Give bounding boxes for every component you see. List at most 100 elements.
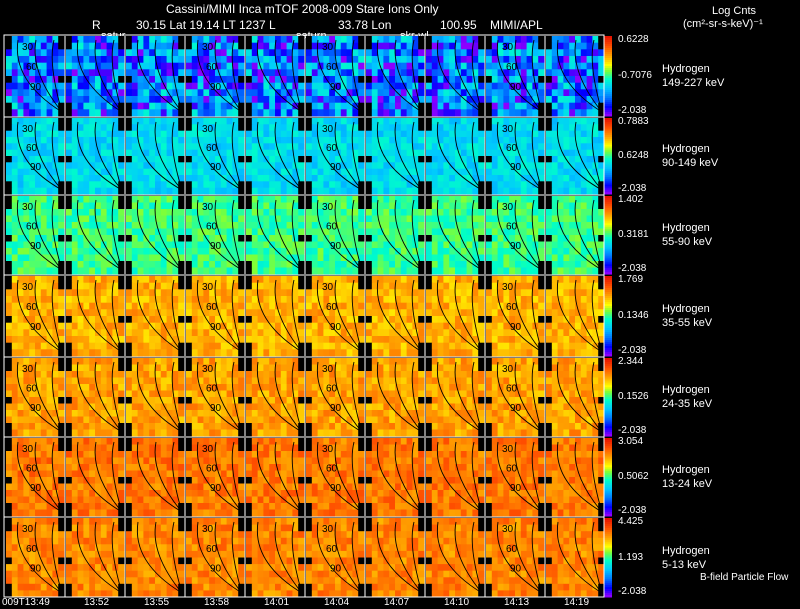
heatmap-cell: [215, 168, 222, 176]
heatmap-cell: [426, 215, 433, 223]
heatmap-cell: [486, 322, 493, 330]
heatmap-cell: [546, 42, 553, 50]
heatmap-cell: [406, 82, 413, 90]
heatmap-cell: [209, 76, 216, 84]
heatmap-cell: [172, 69, 179, 77]
heatmap-cell: [232, 168, 239, 176]
contour-line: [556, 39, 603, 113]
heatmap-cell: [317, 228, 324, 236]
heatmap-cell: [58, 222, 65, 229]
heatmap-cell: [178, 302, 185, 310]
heatmap-cell: [298, 69, 305, 77]
heatmap-cell: [406, 276, 413, 284]
heatmap-cell: [598, 62, 605, 70]
heatmap-cell: [137, 267, 144, 275]
heatmap-cell: [83, 202, 90, 210]
heatmap-cell: [172, 282, 179, 290]
colorbar-segment: [604, 94, 612, 97]
heatmap-cell: [317, 69, 324, 77]
heatmap-cell: [66, 202, 73, 210]
heatmap-cell: [371, 228, 378, 236]
heatmap-cell: [275, 49, 282, 57]
heatmap-cell: [383, 175, 390, 182]
heatmap-cell: [486, 228, 493, 236]
heatmap-cell: [155, 209, 162, 216]
heatmap-cell: [58, 82, 65, 90]
heatmap-cell: [191, 109, 198, 117]
heatmap-cell: [346, 69, 353, 77]
heatmap-cell: [292, 228, 299, 236]
heatmap-cell: [497, 149, 504, 157]
heatmap-cell: [112, 181, 119, 188]
heatmap-cell: [46, 137, 53, 144]
heatmap-cell: [551, 175, 558, 182]
heatmap-cell: [538, 49, 545, 57]
heatmap-cell: [89, 282, 96, 290]
heatmap-cell: [275, 209, 282, 216]
heatmap-cell: [71, 267, 78, 275]
heatmap-cell: [40, 69, 47, 77]
heatmap-cell: [406, 289, 413, 297]
heatmap-cell: [346, 89, 353, 97]
heatmap-cell: [335, 109, 342, 117]
heatmap-cell: [100, 149, 107, 157]
heatmap-cell: [280, 276, 287, 284]
heatmap-cell: [575, 124, 582, 131]
heatmap-cell: [143, 282, 150, 290]
heatmap-cell: [232, 56, 239, 64]
heatmap-cell: [412, 130, 419, 138]
contour-line: [556, 121, 603, 191]
heatmap-cell: [66, 175, 73, 182]
heatmap-cell: [538, 282, 545, 290]
heatmap-cell: [580, 76, 587, 84]
heatmap-cell: [100, 76, 107, 84]
heatmap-cell: [77, 336, 84, 344]
heatmap-cell: [509, 36, 516, 44]
heatmap-cell: [437, 143, 444, 150]
heatmap-cell: [46, 76, 53, 84]
heatmap-cell: [23, 282, 30, 290]
heatmap-cell: [209, 329, 216, 337]
heatmap-cell: [71, 336, 78, 344]
heatmap-cell: [95, 196, 102, 203]
heatmap-cell: [172, 156, 179, 163]
heatmap-cell: [418, 124, 425, 131]
heatmap-cell: [306, 36, 313, 44]
heatmap-cell: [323, 248, 330, 255]
heatmap-cell: [58, 267, 65, 275]
heatmap-cell: [226, 82, 233, 90]
heatmap-cell: [83, 302, 90, 310]
heatmap-cell: [520, 56, 527, 64]
heatmap-cell: [172, 254, 179, 262]
heatmap-cell: [532, 302, 539, 310]
heatmap-cell: [118, 162, 125, 169]
heatmap-cell: [366, 89, 373, 97]
heatmap-cell: [263, 254, 270, 262]
heatmap-cell: [71, 49, 78, 57]
heatmap-cell: [118, 69, 125, 77]
heatmap-cell: [155, 102, 162, 110]
heatmap-cell: [418, 342, 425, 350]
heatmap-cell: [472, 69, 479, 77]
heatmap-cell: [346, 102, 353, 110]
heatmap-cell: [395, 235, 402, 242]
heatmap-cell: [358, 309, 365, 317]
heatmap-cell: [329, 254, 336, 262]
heatmap-cell: [257, 209, 264, 216]
heatmap-cell: [466, 76, 473, 84]
heatmap-cell: [460, 143, 467, 150]
heatmap-cell: [197, 209, 204, 216]
heatmap-cell: [412, 215, 419, 223]
heatmap-cell: [395, 276, 402, 284]
heatmap-cell: [131, 156, 138, 163]
heatmap-cell: [95, 76, 102, 84]
heatmap-cell: [449, 137, 456, 144]
heatmap-cell: [275, 168, 282, 176]
heatmap-cell: [203, 349, 210, 357]
heatmap-cell: [406, 143, 413, 150]
heatmap-cell: [491, 202, 498, 210]
heatmap-cell: [292, 137, 299, 144]
heatmap-cell: [220, 89, 227, 97]
heatmap-cell: [226, 62, 233, 70]
heatmap-cell: [66, 267, 73, 275]
